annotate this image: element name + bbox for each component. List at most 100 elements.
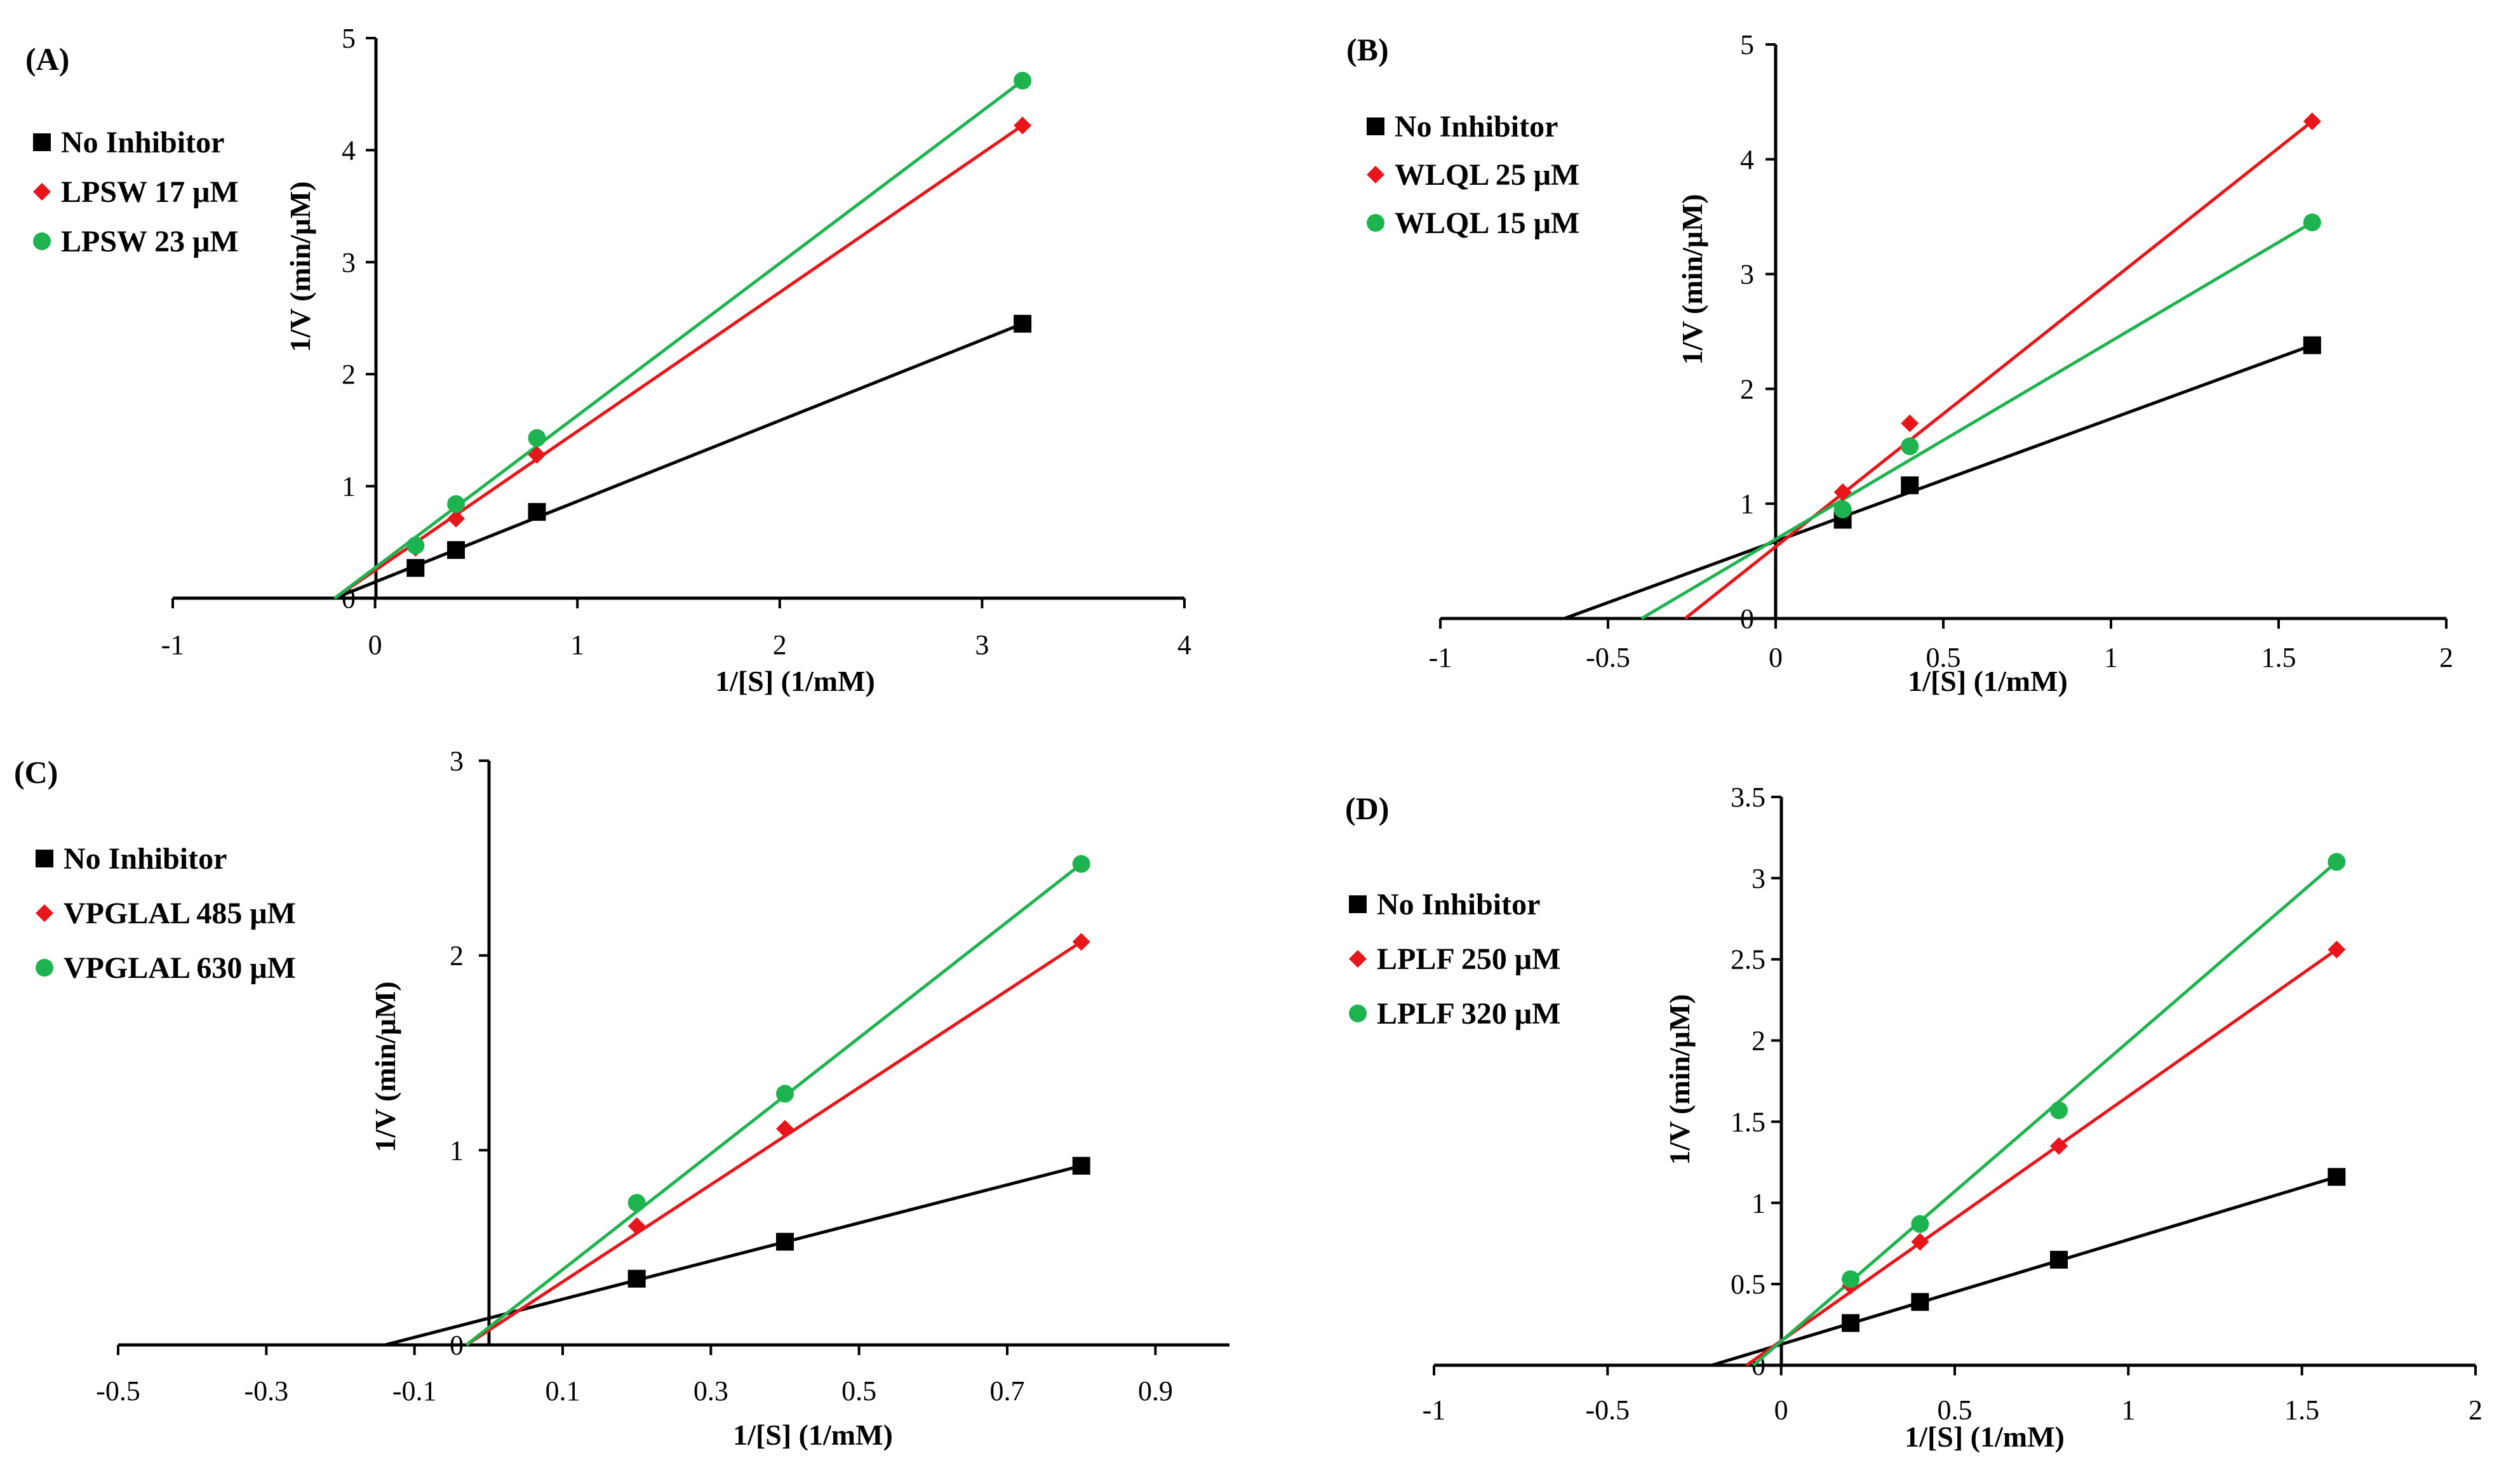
data-point-series-3 [1842, 1270, 1859, 1288]
y-tick-label: 2 [342, 359, 356, 390]
x-tick-label: 2 [773, 629, 787, 660]
x-tick-label: 0.7 [990, 1375, 1025, 1407]
y-axis-title: 1/V (min/μM) [1663, 994, 1696, 1165]
x-tick-label: -0.1 [392, 1375, 437, 1407]
x-tick-label: -1 [1423, 1394, 1446, 1426]
data-point-series-2 [776, 1120, 794, 1138]
panel-label: (A) [25, 41, 69, 77]
data-point-series-3 [528, 429, 546, 447]
data-point-series-2 [1833, 483, 1852, 502]
legend-marker-3 [36, 959, 53, 977]
y-tick-label: 5 [1740, 29, 1754, 60]
x-tick-label: 1.5 [2261, 642, 2296, 673]
x-tick-label: 2 [2439, 642, 2453, 673]
x-tick-label: 0.3 [693, 1375, 728, 1407]
y-tick-label: 0 [450, 1330, 464, 1361]
data-point-series-1 [2050, 1250, 2068, 1269]
data-point-series-3 [1911, 1215, 1929, 1233]
chart-panel-2: -1 -0.5 0 0.5 1 1.5 2 0 1 2 3 4 5 1/[S] (1/mM) 1/V (mi… [1346, 29, 2453, 697]
data-point-series-2 [1911, 1233, 1929, 1251]
data-point-series-1 [1901, 476, 1919, 495]
x-tick-label: 0.5 [1926, 642, 1961, 673]
data-point-series-3 [776, 1085, 794, 1103]
y-tick-label: 3 [1752, 863, 1765, 894]
data-point-series-1 [406, 559, 425, 577]
data-point-series-3 [447, 495, 466, 513]
data-point-series-3 [2050, 1101, 2068, 1120]
panel-label: (D) [1345, 791, 1389, 826]
x-tick-label: 0 [1774, 1394, 1788, 1426]
y-tick-label: 4 [1740, 144, 1754, 175]
legend-marker-1 [1367, 117, 1384, 135]
x-tick-label: 1.5 [2284, 1394, 2319, 1426]
data-point-series-1 [2328, 1168, 2346, 1186]
x-tick-label: -0.5 [96, 1375, 140, 1407]
trendline-series-1 [1564, 344, 2313, 620]
y-tick-label: 3 [342, 247, 356, 278]
data-point-series-2 [1901, 414, 1919, 432]
y-tick-label: 4 [342, 135, 356, 166]
data-point-series-3 [1072, 855, 1090, 873]
data-point-series-2 [2328, 940, 2346, 959]
legend-label-1: No Inhibitor [1395, 110, 1558, 144]
x-axis-title: 1/[S] (1/mM) [715, 665, 875, 697]
y-tick-label: 3 [450, 745, 464, 777]
legend-label-3: VPGLAL 630 μM [64, 951, 296, 985]
y-tick-label: 3.5 [1731, 782, 1765, 813]
data-point-series-3 [1901, 437, 1919, 455]
data-point-series-3 [2328, 853, 2346, 871]
legend-marker-3 [33, 232, 51, 250]
data-point-series-1 [1842, 1314, 1859, 1332]
x-axis-title: 1/[S] (1/mM) [1905, 1420, 2065, 1453]
legend-marker-3 [1349, 1005, 1367, 1022]
x-tick-label: 0 [1769, 642, 1783, 673]
data-point-series-2 [2303, 112, 2321, 131]
x-tick-label: 1 [570, 629, 584, 660]
x-tick-label: -1 [161, 629, 185, 660]
y-tick-label: 2.5 [1731, 944, 1765, 975]
data-point-series-1 [1072, 1156, 1090, 1175]
x-tick-label: 3 [975, 629, 989, 660]
y-axis-title: 1/V (min/μM) [284, 181, 316, 352]
y-tick-label: 2 [1740, 373, 1754, 404]
trendline-series-3 [333, 79, 1024, 599]
legend-marker-2 [33, 183, 51, 201]
y-tick-label: 2 [450, 940, 464, 972]
data-point-series-1 [1014, 314, 1032, 333]
legend-label-1: No Inhibitor [64, 842, 227, 876]
y-tick-label: 1 [1740, 488, 1754, 519]
y-tick-label: 1 [342, 471, 356, 502]
trendline-series-3 [1640, 221, 2314, 620]
legend-marker-2 [36, 904, 53, 922]
legend-label-3: LPLF 320 μM [1377, 997, 1560, 1031]
x-tick-label: 0.1 [546, 1375, 580, 1407]
data-point-series-2 [528, 446, 546, 464]
x-tick-label: 0.9 [1138, 1375, 1173, 1407]
x-tick-label: 1 [2104, 642, 2118, 673]
data-point-series-1 [447, 541, 466, 559]
x-tick-label: -1 [1429, 642, 1452, 673]
x-tick-label: 0.5 [1938, 1394, 1973, 1426]
data-point-series-2 [627, 1217, 646, 1235]
legend-marker-3 [1367, 214, 1384, 232]
data-point-series-3 [406, 537, 425, 555]
legend-label-2: WLQL 25 μM [1395, 158, 1579, 192]
legend-marker-1 [33, 133, 51, 151]
x-axis-title: 1/[S] (1/mM) [1908, 665, 2068, 697]
x-tick-label: -0.5 [1586, 1394, 1630, 1426]
data-point-series-2 [447, 509, 466, 528]
trendline-series-2 [465, 940, 1083, 1347]
legend-marker-1 [36, 850, 53, 867]
trendline-series-2 [1684, 120, 2314, 620]
data-point-series-1 [2303, 336, 2321, 354]
legend-label-1: No Inhibitor [1377, 888, 1540, 921]
y-tick-label: 0.5 [1731, 1269, 1765, 1300]
y-tick-label: 1 [1752, 1187, 1765, 1219]
data-point-series-3 [2303, 213, 2321, 232]
data-point-series-2 [1014, 116, 1032, 135]
x-tick-label: -0.5 [1586, 642, 1630, 673]
y-tick-label: 1.5 [1731, 1106, 1765, 1137]
legend-marker-2 [1349, 950, 1367, 968]
